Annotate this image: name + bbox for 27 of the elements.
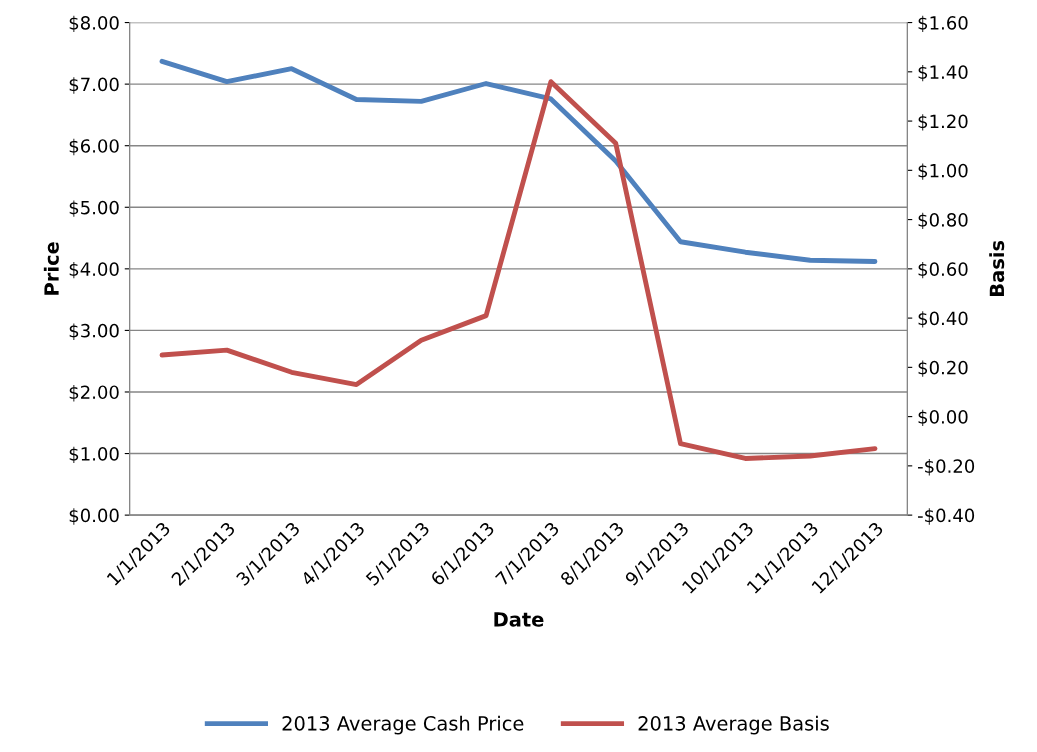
y-tick-label: $4.00: [69, 261, 119, 279]
y2-tick-label: $1.20: [918, 114, 968, 131]
line-series: [159, 79, 878, 461]
y-tick-label: $3.00: [69, 323, 119, 340]
x-axis-title: Date: [494, 612, 544, 627]
y2-tick-label: $1.40: [918, 64, 968, 82]
legend-label: 2013 Average Basis: [638, 715, 829, 735]
y2-tick-label: $0.60: [918, 261, 968, 279]
y-tick-label: $8.00: [69, 15, 119, 33]
y2-tick-label: $0.00: [918, 409, 968, 427]
line-series: [159, 58, 878, 264]
y-tick-label: $2.00: [69, 385, 119, 402]
y2-tick-label: $0.40: [918, 311, 968, 328]
y-tick-label: $1.00: [69, 446, 119, 464]
y2-tick-label: $1.60: [918, 15, 968, 33]
y2-tick-label: $1.00: [918, 163, 968, 180]
y-tick-label: $6.00: [69, 138, 119, 156]
y2-tick-label: $0.20: [918, 360, 968, 377]
y2-tick-label: -$0.40: [917, 508, 975, 525]
y-tick-label: $5.00: [69, 200, 119, 217]
y-tick-label: $7.00: [69, 77, 119, 94]
legend-label: 2013 Average Cash Price: [282, 715, 524, 735]
y2-tick-label: -$0.20: [917, 459, 975, 476]
y2-tick-label: $0.80: [918, 212, 968, 230]
y-axis-title: Price: [43, 242, 59, 295]
y2-axis-title: Basis: [989, 240, 1005, 296]
y-tick-label: $0.00: [69, 508, 119, 525]
